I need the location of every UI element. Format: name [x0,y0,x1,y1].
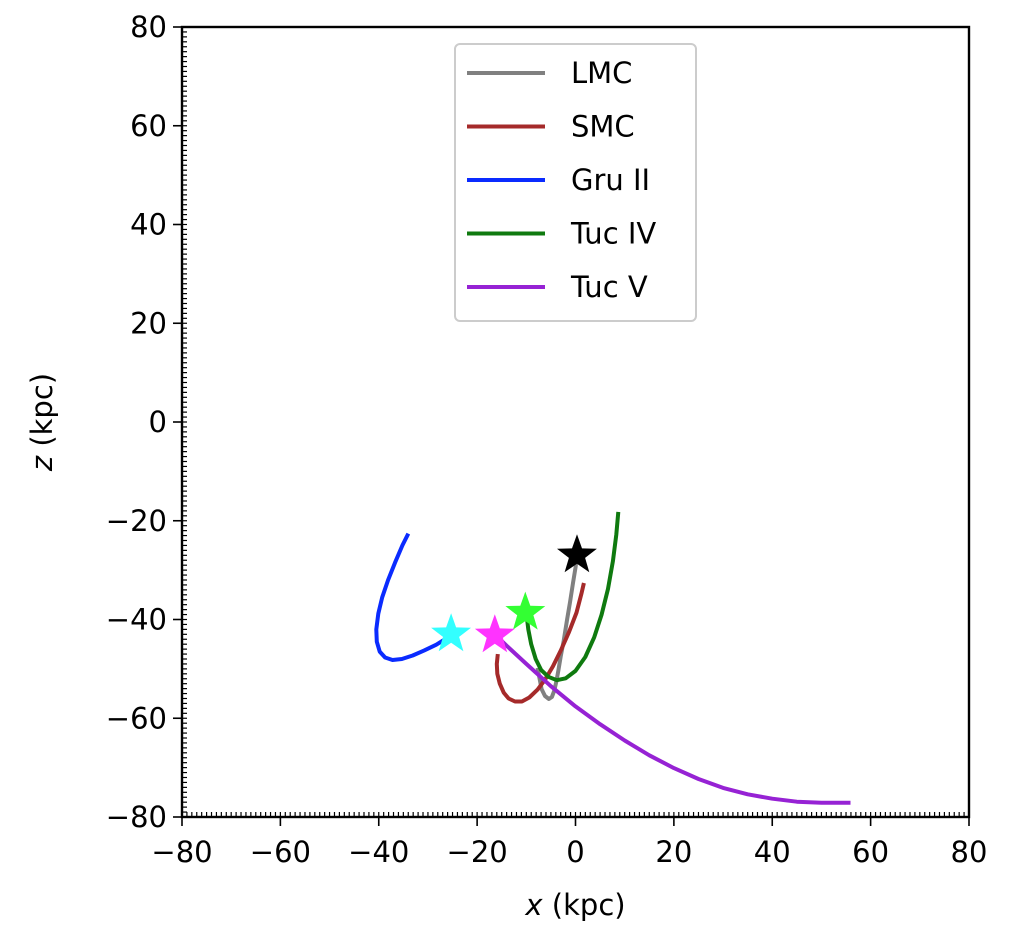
series-line-tuc-iv [524,511,621,683]
y-tick-label: 80 [130,10,167,44]
y-tick-label: 0 [149,405,167,439]
y-tick-label: −40 [106,603,167,637]
legend-label: Gru II [571,163,650,197]
y-tick-label: −80 [106,800,167,834]
star-marker-lmc [557,534,597,573]
series-lines [374,511,851,805]
legend-item: Tuc V [467,270,648,304]
x-tick-label: −20 [447,835,508,869]
y-tick-label: 60 [130,109,167,143]
x-tick-label: 0 [566,835,584,869]
legend-label: Tuc IV [570,217,656,251]
legend-box [454,43,697,322]
y-axis-variable: z [25,455,59,472]
legend: LMC SMC Gru II Tuc IV Tuc V [454,43,697,322]
series-line-smc [494,582,586,704]
star-marker-tuc-v [474,614,515,653]
x-axis-variable: x [524,888,543,922]
series-line-gru-ii [374,532,457,662]
legend-label: Tuc V [570,270,648,304]
legend-item: SMC [467,110,635,144]
axis-tick-labels: −80 −60 −40 −20 0 20 40 60 80 −80 −60 −40 −20 0 20 40 60… [106,10,988,869]
legend-item: LMC [467,56,632,90]
x-tick-label: −40 [348,835,409,869]
legend-label: LMC [571,56,632,90]
y-axis-label: z (kpc) [25,373,59,472]
star-markers [431,534,597,653]
x-tick-label: −80 [151,835,212,869]
x-tick-label: 40 [754,835,791,869]
x-tick-label: −60 [250,835,311,869]
plot-frame [180,25,971,819]
series-line-lmc [535,556,579,701]
star-marker-gru-ii [431,613,471,652]
series-line-tuc-v [493,632,851,805]
y-tick-label: 40 [130,208,167,242]
star-marker-tuc-iv [505,591,546,630]
x-tick-label: 20 [655,835,692,869]
y-tick-label: −20 [106,504,167,538]
x-axis-unit: (kpc) [543,888,626,922]
y-tick-label: 20 [130,306,167,340]
y-tick-label: −60 [106,701,167,735]
x-tick-label: 60 [852,835,889,869]
x-axis-label: x (kpc) [524,888,625,922]
x-tick-label: 80 [951,835,988,869]
legend-item: Tuc IV [467,217,656,251]
legend-item: Gru II [467,163,650,197]
y-axis-unit: (kpc) [25,373,59,456]
legend-label: SMC [571,110,635,144]
